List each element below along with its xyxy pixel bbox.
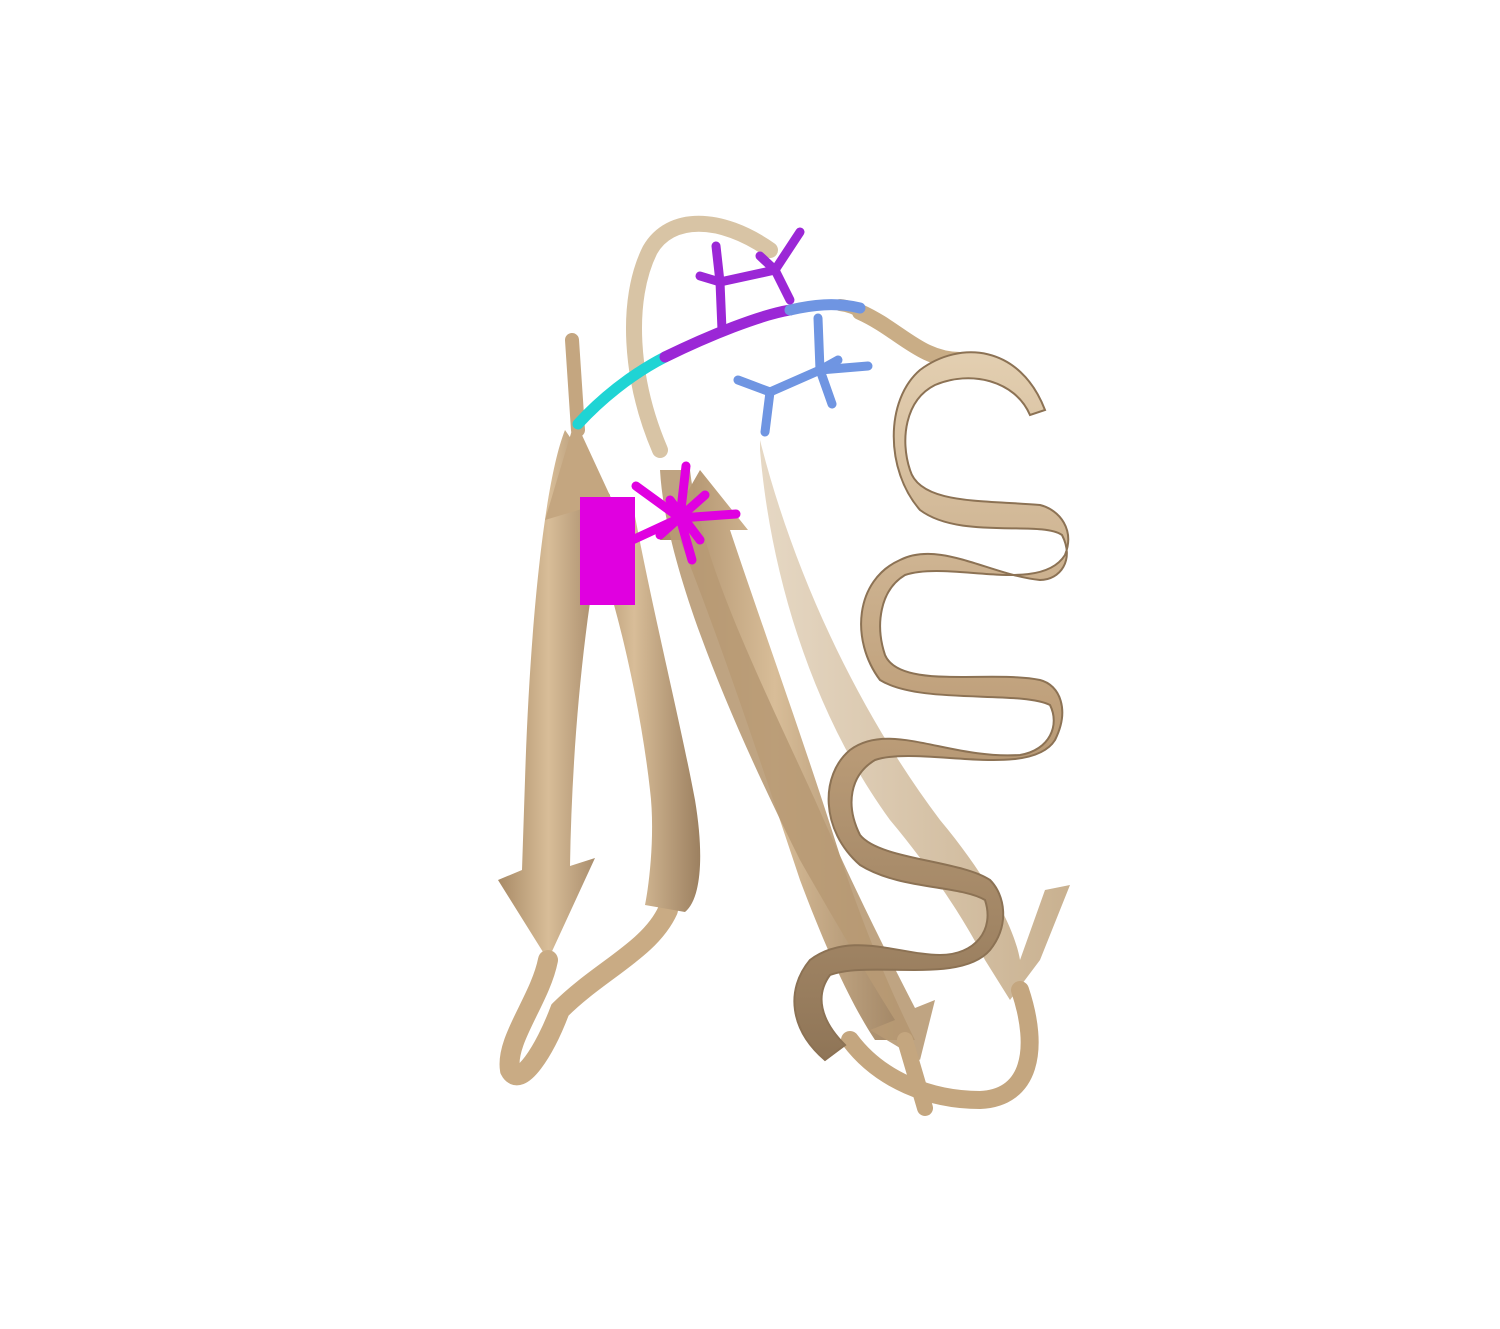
purple-backbone-segment	[659, 304, 796, 363]
bottom-left-loop	[499, 900, 678, 1085]
beta-strand-4	[660, 470, 935, 1060]
back-loop-top	[626, 215, 778, 458]
beta-strand-2	[580, 500, 701, 912]
c-terminus-tail	[897, 1032, 933, 1116]
alpha-helix	[793, 351, 1070, 1062]
connector-loop-helix	[852, 304, 968, 368]
cyan-backbone-segment	[572, 351, 671, 430]
strand-1-tail	[565, 333, 585, 437]
bottom-right-loop	[841, 981, 1039, 1110]
magenta-residue-sticks	[610, 461, 741, 565]
rear-beta-strand	[760, 440, 1070, 1000]
cornflower-backbone-segment	[784, 299, 866, 316]
magenta-strand-segment	[580, 497, 635, 605]
purple-residue-sticks	[695, 227, 805, 335]
cornflower-residue-sticks	[733, 313, 873, 437]
beta-strand-1-head	[545, 420, 612, 520]
